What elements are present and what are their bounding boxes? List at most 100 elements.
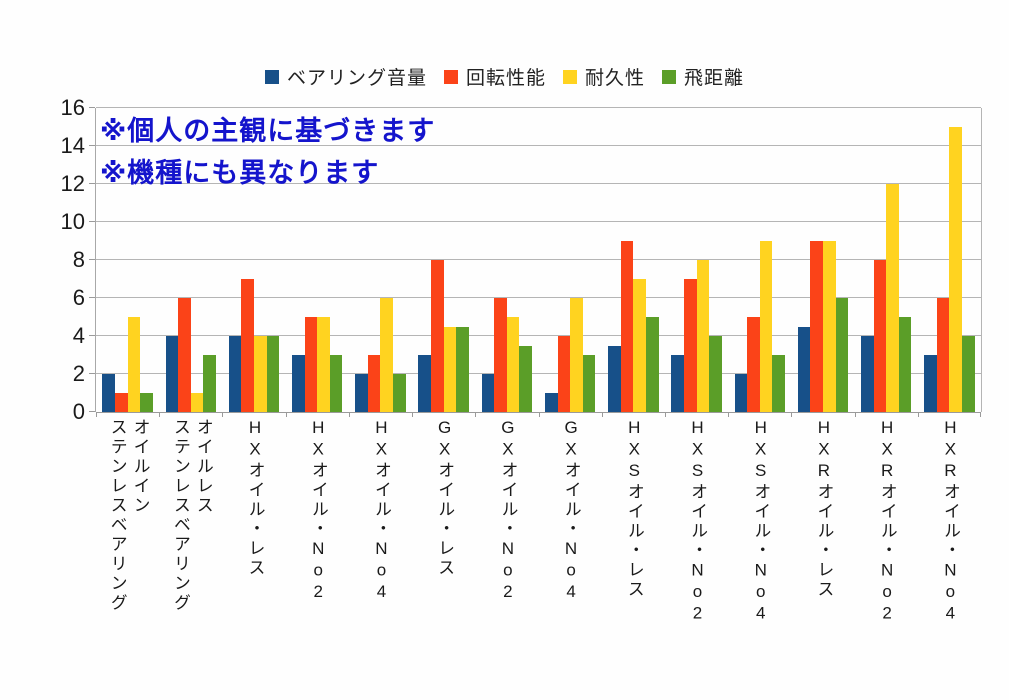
y-axis-tick bbox=[89, 145, 95, 146]
bar bbox=[924, 355, 937, 412]
bar bbox=[190, 393, 204, 412]
x-axis-category-label: GXオイル・レス bbox=[435, 418, 455, 578]
x-axis-category-label: HXSオイル・レス bbox=[624, 418, 644, 600]
bar bbox=[228, 336, 242, 412]
x-axis-category-label: GXオイル・No4 bbox=[561, 418, 581, 604]
bar bbox=[393, 374, 406, 412]
bar bbox=[329, 355, 343, 412]
bar bbox=[418, 355, 432, 412]
x-axis-tick bbox=[348, 412, 350, 417]
y-axis-tick-label: 0 bbox=[72, 399, 85, 424]
x-axis-category-label: HXSオイル・No4 bbox=[751, 418, 771, 625]
x-axis-tick bbox=[664, 412, 666, 417]
x-axis-tick bbox=[475, 412, 477, 417]
bar bbox=[519, 345, 533, 412]
chart-annotation: ※個人の主観に基づきます ※機種にも異なります bbox=[100, 111, 435, 195]
gridline bbox=[96, 221, 981, 222]
bar bbox=[671, 355, 684, 412]
bar bbox=[747, 317, 760, 412]
bar bbox=[367, 355, 381, 412]
bar bbox=[203, 355, 216, 412]
y-axis-tick bbox=[89, 335, 95, 336]
gridline bbox=[96, 183, 981, 184]
bar bbox=[961, 336, 975, 412]
y-axis-tick bbox=[89, 183, 95, 184]
x-axis-tick bbox=[285, 412, 287, 417]
bar bbox=[102, 374, 115, 412]
x-axis-category-label: HXオイル・レス bbox=[245, 418, 265, 578]
bar bbox=[810, 241, 823, 412]
bar bbox=[759, 241, 773, 412]
y-axis-tick-label: 12 bbox=[60, 171, 85, 196]
legend-color-swatch-icon bbox=[563, 69, 577, 84]
x-axis-tick bbox=[980, 412, 981, 417]
y-axis-tick-label: 14 bbox=[60, 133, 85, 158]
bar bbox=[835, 298, 849, 412]
annotation-line-2: ※機種にも異なります bbox=[100, 157, 380, 188]
legend-item-label: 回転性能 bbox=[465, 68, 546, 89]
y-axis-tick-label: 10 bbox=[60, 209, 85, 234]
gridline bbox=[96, 145, 981, 146]
y-axis-tick bbox=[89, 297, 95, 298]
legend-color-swatch-icon bbox=[662, 69, 677, 84]
chart-legend: ベアリング音量 回転性能 耐久性 飛距離 bbox=[0, 63, 1009, 90]
bar bbox=[683, 279, 697, 412]
gridline bbox=[96, 259, 981, 260]
bar bbox=[797, 326, 811, 412]
bar bbox=[481, 374, 495, 412]
bar bbox=[898, 317, 912, 412]
bar bbox=[304, 317, 318, 412]
y-axis-tick bbox=[89, 411, 95, 412]
x-axis-category-label: GXオイル・No2 bbox=[498, 418, 518, 604]
bar bbox=[355, 374, 368, 412]
bar bbox=[544, 393, 558, 412]
bar bbox=[582, 355, 596, 412]
bar bbox=[127, 317, 141, 412]
x-axis-category-label: HXオイル・No4 bbox=[371, 418, 391, 604]
bar bbox=[266, 336, 280, 412]
legend-item-label: 飛距離 bbox=[684, 68, 745, 89]
bar bbox=[557, 336, 571, 412]
bar bbox=[772, 355, 785, 412]
bar bbox=[734, 374, 748, 412]
y-axis-tick-label: 4 bbox=[72, 323, 85, 348]
bar bbox=[506, 317, 520, 412]
bar bbox=[949, 127, 962, 412]
gridline bbox=[96, 373, 981, 374]
y-axis-tick-label: 6 bbox=[72, 285, 85, 310]
gridline bbox=[96, 297, 981, 298]
bar bbox=[936, 298, 950, 412]
bar bbox=[608, 345, 621, 412]
bar bbox=[178, 298, 191, 412]
annotation-line-1: ※個人の主観に基づきます bbox=[100, 116, 436, 146]
bar bbox=[140, 393, 153, 412]
legend-item: 回転性能 bbox=[443, 63, 546, 90]
bar bbox=[696, 260, 710, 412]
bar bbox=[494, 298, 507, 412]
y-axis-tick bbox=[89, 107, 95, 108]
y-axis-tick bbox=[89, 259, 95, 260]
x-axis-tick bbox=[601, 412, 603, 417]
y-axis-tick-label: 2 bbox=[72, 361, 85, 386]
bar bbox=[709, 336, 722, 412]
x-axis-tick bbox=[917, 412, 919, 417]
legend-item: 飛距離 bbox=[662, 63, 744, 90]
bar bbox=[570, 298, 583, 412]
bar bbox=[873, 260, 887, 412]
gridline bbox=[96, 107, 981, 108]
x-axis-category-label: HXRオイル・レス bbox=[814, 418, 834, 600]
gridline bbox=[96, 335, 981, 336]
plot-area bbox=[95, 107, 982, 417]
bar bbox=[431, 260, 444, 412]
legend-item: 耐久性 bbox=[563, 63, 645, 90]
bar bbox=[633, 279, 646, 412]
bar bbox=[860, 336, 874, 412]
x-axis-tick bbox=[222, 412, 224, 417]
bar bbox=[317, 317, 330, 412]
x-axis-tick bbox=[791, 412, 793, 417]
bar bbox=[254, 336, 267, 412]
legend-color-swatch-icon bbox=[443, 69, 458, 84]
y-axis-tick-label: 16 bbox=[60, 95, 85, 120]
y-axis-tick bbox=[89, 221, 95, 222]
